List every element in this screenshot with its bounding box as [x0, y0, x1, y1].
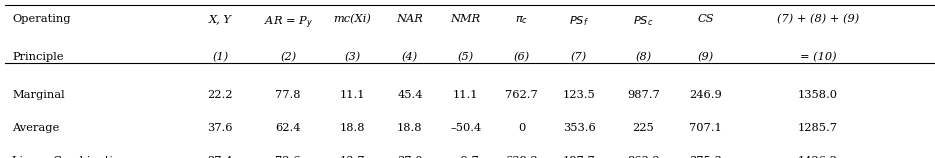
Text: 22.2: 22.2: [208, 90, 233, 100]
Text: 987.7: 987.7: [626, 90, 659, 100]
Text: 638.2: 638.2: [505, 156, 538, 158]
Text: $\pi_c$: $\pi_c$: [515, 14, 528, 26]
Text: Average: Average: [12, 123, 59, 133]
Text: 72.6: 72.6: [276, 156, 301, 158]
Text: Linear Combination: Linear Combination: [12, 156, 127, 158]
Text: 45.4: 45.4: [397, 90, 423, 100]
Text: 863.2: 863.2: [626, 156, 659, 158]
Text: 707.1: 707.1: [689, 123, 722, 133]
Text: 18.8: 18.8: [339, 123, 365, 133]
Text: mc(Xi): mc(Xi): [334, 14, 371, 25]
Text: 18.8: 18.8: [397, 123, 423, 133]
Text: –50.4: –50.4: [450, 123, 482, 133]
Text: 1358.0: 1358.0: [798, 90, 838, 100]
Text: NAR: NAR: [396, 14, 424, 24]
Text: (5): (5): [457, 52, 474, 62]
Text: (4): (4): [402, 52, 418, 62]
Text: 1426.2: 1426.2: [798, 156, 838, 158]
Text: 37.0: 37.0: [397, 156, 423, 158]
Text: (8): (8): [635, 52, 652, 62]
Text: 187.7: 187.7: [563, 156, 596, 158]
Text: $PS_c$: $PS_c$: [633, 14, 654, 28]
Text: 11.1: 11.1: [453, 90, 479, 100]
Text: (1): (1): [212, 52, 228, 62]
Text: (9): (9): [698, 52, 713, 62]
Text: 375.3: 375.3: [689, 156, 722, 158]
Text: −9.7: −9.7: [452, 156, 480, 158]
Text: X, Y: X, Y: [209, 14, 232, 24]
Text: 62.4: 62.4: [276, 123, 301, 133]
Text: 123.5: 123.5: [563, 90, 596, 100]
Text: (6): (6): [513, 52, 529, 62]
Text: 11.1: 11.1: [339, 90, 365, 100]
Text: 1285.7: 1285.7: [798, 123, 838, 133]
Text: 27.4: 27.4: [208, 156, 233, 158]
Text: 225: 225: [632, 123, 654, 133]
Text: = (10): = (10): [799, 52, 836, 62]
Text: NMR: NMR: [451, 14, 481, 24]
Text: (2): (2): [280, 52, 296, 62]
Text: Marginal: Marginal: [12, 90, 65, 100]
Text: (7) + (8) + (9): (7) + (8) + (9): [777, 14, 859, 25]
Text: 762.7: 762.7: [505, 90, 538, 100]
Text: 246.9: 246.9: [689, 90, 722, 100]
Text: $PS_f$: $PS_f$: [569, 14, 589, 28]
Text: 37.6: 37.6: [208, 123, 233, 133]
Text: 13.7: 13.7: [339, 156, 365, 158]
Text: 0: 0: [518, 123, 525, 133]
Text: Principle: Principle: [12, 52, 64, 62]
Text: 353.6: 353.6: [563, 123, 596, 133]
Text: CS: CS: [698, 14, 713, 24]
Text: AR = P$_y$: AR = P$_y$: [264, 14, 312, 31]
Text: (7): (7): [571, 52, 587, 62]
Text: (3): (3): [344, 52, 360, 62]
Text: 77.8: 77.8: [276, 90, 301, 100]
Text: Operating: Operating: [12, 14, 71, 24]
